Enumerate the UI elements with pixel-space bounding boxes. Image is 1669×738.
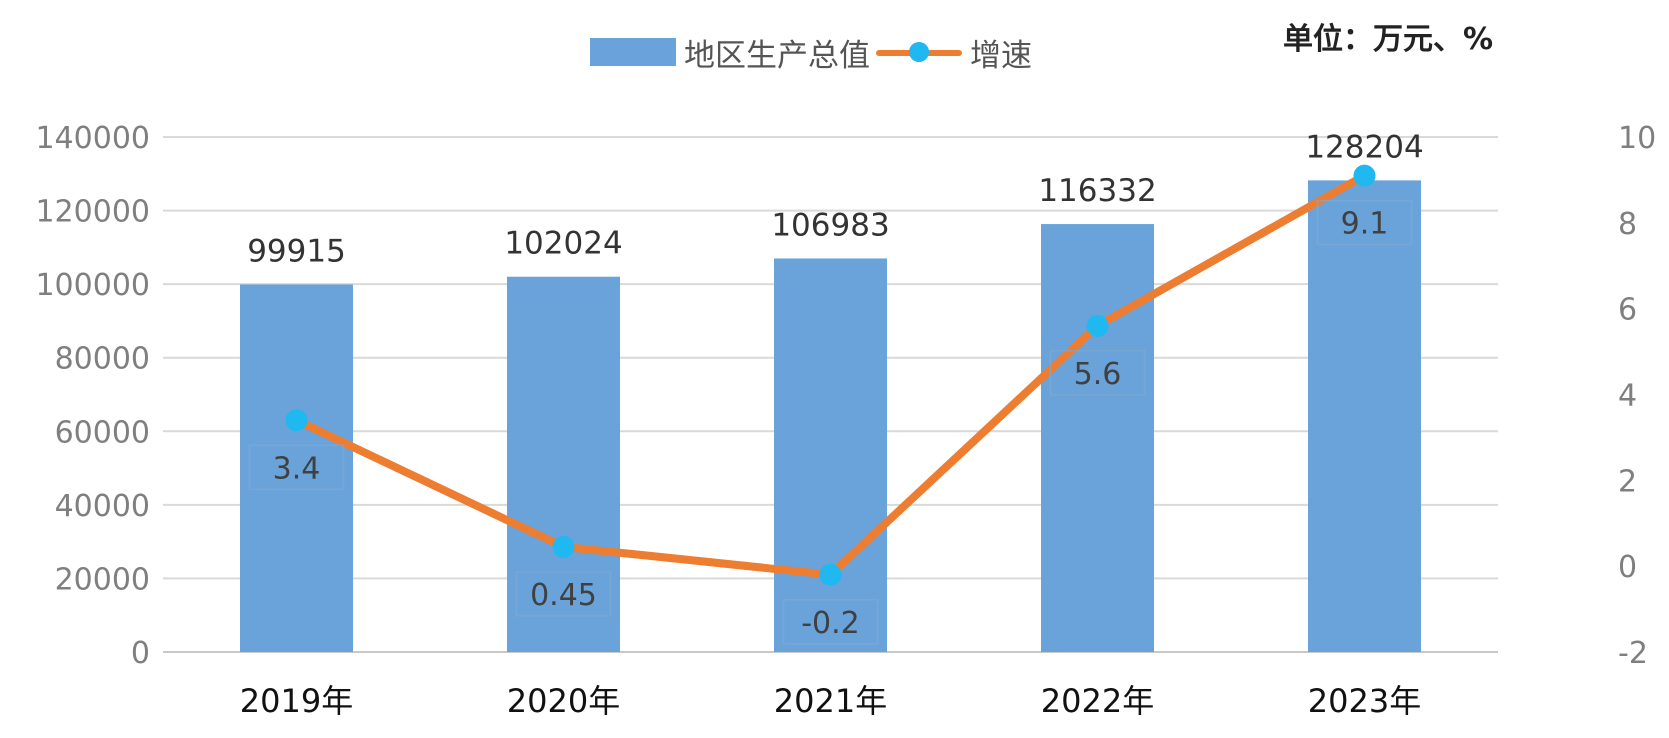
bar	[1308, 180, 1421, 652]
right-tick-label: 4	[1618, 379, 1637, 414]
growth-label-box	[515, 571, 612, 617]
x-tick-label: 2020年	[507, 682, 620, 720]
legend-growth-label: 增速	[970, 37, 1032, 74]
bar-series	[240, 180, 1421, 652]
growth-marker	[1353, 164, 1376, 187]
left-tick-label: 140000	[35, 121, 150, 156]
bar-value-label: 128204	[1305, 129, 1423, 165]
growth-marker	[1086, 314, 1109, 337]
growth-marker	[819, 563, 842, 586]
x-tick-label: 2022年	[1041, 682, 1154, 720]
growth-label-box	[248, 444, 345, 490]
legend: 地区生产总值 增速	[590, 30, 1032, 74]
left-tick-label: 100000	[35, 268, 150, 303]
growth-value-label: 0.45	[530, 578, 597, 613]
right-tick-label: 10	[1618, 121, 1656, 156]
growth-value-label: 3.4	[273, 451, 321, 486]
right-tick-label: 6	[1618, 293, 1637, 328]
growth-label-box	[1316, 199, 1413, 246]
growth-label-box	[782, 599, 879, 645]
right-tick-label: 0	[1618, 550, 1637, 585]
right-tick-label: -2	[1618, 636, 1648, 671]
legend-bar-swatch	[590, 38, 676, 66]
x-axis-ticks: 2019年 2020年 2021年 2022年 2023年	[240, 682, 1421, 720]
line-series: 3.4 0.45 -0.2 5.6 9.1	[248, 164, 1413, 645]
left-tick-label: 40000	[55, 489, 150, 524]
left-axis-ticks: 0 20000 40000 60000 80000 100000 120000 140000	[35, 121, 150, 671]
left-tick-label: 60000	[55, 415, 150, 450]
x-tick-label: 2023年	[1308, 682, 1421, 720]
growth-value-label: 5.6	[1074, 357, 1122, 392]
right-tick-label: 2	[1618, 464, 1637, 499]
bar-value-label: 102024	[504, 226, 622, 262]
left-tick-label: 120000	[35, 195, 150, 230]
bar	[240, 284, 353, 652]
left-tick-label: 20000	[55, 562, 150, 597]
growth-value-label: -0.2	[801, 606, 860, 641]
x-tick-label: 2021年	[774, 682, 887, 720]
left-tick-label: 80000	[55, 342, 150, 377]
bar	[1041, 224, 1154, 652]
growth-value-label: 9.1	[1341, 207, 1389, 242]
bar	[507, 276, 620, 652]
bar-value-label: 99915	[247, 233, 346, 269]
left-tick-label: 0	[131, 636, 150, 671]
bar-value-label: 106983	[771, 207, 889, 243]
bar-value-label: 116332	[1038, 173, 1156, 209]
x-tick-label: 2019年	[240, 682, 353, 720]
legend-line-swatch	[876, 38, 962, 66]
bar-data-labels: 99915 102024 106983 116332 128204	[247, 129, 1423, 269]
growth-marker	[285, 409, 308, 432]
bar	[774, 258, 887, 652]
right-axis-ticks: -2 0 2 4 6 8 10	[1618, 121, 1656, 671]
right-tick-label: 8	[1618, 207, 1637, 242]
growth-marker	[552, 535, 575, 558]
legend-gdp-label: 地区生产总值	[684, 37, 870, 74]
growth-label-box	[1049, 350, 1146, 396]
unit-label: 单位：万元、%	[1283, 22, 1494, 57]
